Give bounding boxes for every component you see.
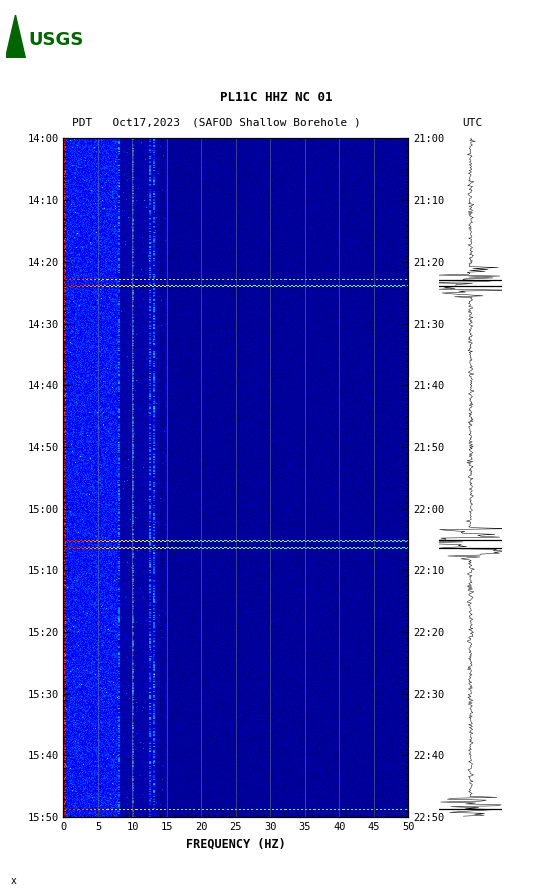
Polygon shape [6,15,25,58]
Text: USGS: USGS [29,30,84,48]
Text: PL11C HHZ NC 01: PL11C HHZ NC 01 [220,91,332,104]
Text: PDT   Oct17,2023: PDT Oct17,2023 [72,118,180,128]
Text: (SAFOD Shallow Borehole ): (SAFOD Shallow Borehole ) [192,118,360,128]
X-axis label: FREQUENCY (HZ): FREQUENCY (HZ) [186,838,286,850]
Text: x: x [11,876,17,886]
Text: UTC: UTC [462,118,482,128]
